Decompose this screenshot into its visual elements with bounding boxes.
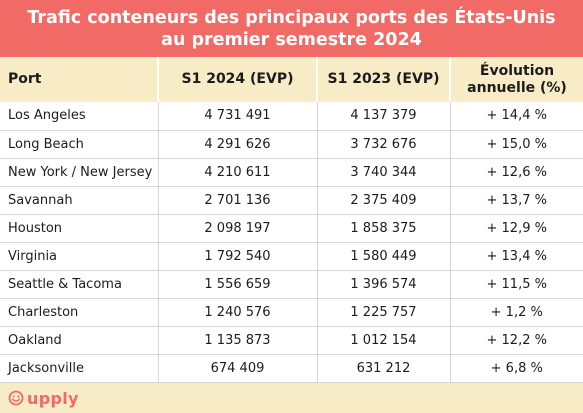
cell-port: Virginia bbox=[0, 242, 159, 271]
header-s1-2023: S1 2023 (EVP) bbox=[317, 57, 451, 102]
title-line-1: Trafic conteneurs des principaux ports d… bbox=[27, 7, 556, 28]
table-row: Virginia 1 792 540 1 580 449 + 13,4 % bbox=[0, 242, 583, 271]
cell-s1-2024: 1 240 576 bbox=[158, 298, 318, 327]
table-row: Los Angeles 4 731 491 4 137 379 + 14,4 % bbox=[0, 102, 583, 131]
cell-evolution: + 1,2 % bbox=[450, 298, 583, 327]
table-row: Jacksonville 674 409 631 212 + 6,8 % bbox=[0, 354, 583, 383]
cell-evolution: + 12,9 % bbox=[450, 214, 583, 243]
cell-s1-2024: 4 210 611 bbox=[158, 158, 318, 187]
cell-s1-2024: 1 556 659 bbox=[158, 270, 318, 299]
table-header-row: Port S1 2024 (EVP) S1 2023 (EVP) Évoluti… bbox=[0, 57, 583, 102]
cell-s1-2023: 1 396 574 bbox=[317, 270, 451, 299]
header-evolution-line-2: annuelle (%) bbox=[467, 79, 567, 96]
cell-port: Long Beach bbox=[0, 130, 159, 159]
header-s1-2024: S1 2024 (EVP) bbox=[158, 57, 318, 102]
table-row: Seattle & Tacoma 1 556 659 1 396 574 + 1… bbox=[0, 270, 583, 299]
cell-port: Jacksonville bbox=[0, 354, 159, 383]
cell-s1-2023: 3 732 676 bbox=[317, 130, 451, 159]
table-row: Charleston 1 240 576 1 225 757 + 1,2 % bbox=[0, 298, 583, 327]
cell-s1-2024: 2 701 136 bbox=[158, 186, 318, 215]
brand-name: upply bbox=[27, 388, 79, 408]
cell-evolution: + 13,4 % bbox=[450, 242, 583, 271]
header-evolution: Évolution annuelle (%) bbox=[450, 57, 583, 102]
upply-logo-icon bbox=[8, 390, 24, 406]
footer-bar: upply bbox=[0, 383, 583, 413]
cell-s1-2023: 631 212 bbox=[317, 354, 451, 383]
table-row: Oakland 1 135 873 1 012 154 + 12,2 % bbox=[0, 326, 583, 355]
cell-s1-2023: 1 858 375 bbox=[317, 214, 451, 243]
cell-s1-2024: 4 291 626 bbox=[158, 130, 318, 159]
cell-evolution: + 11,5 % bbox=[450, 270, 583, 299]
cell-s1-2023: 3 740 344 bbox=[317, 158, 451, 187]
cell-s1-2023: 2 375 409 bbox=[317, 186, 451, 215]
title-line-2: au premier semestre 2024 bbox=[161, 29, 422, 50]
cell-s1-2024: 4 731 491 bbox=[158, 102, 318, 131]
ports-table: Port S1 2024 (EVP) S1 2023 (EVP) Évoluti… bbox=[0, 57, 583, 383]
cell-evolution: + 12,2 % bbox=[450, 326, 583, 355]
cell-evolution: + 6,8 % bbox=[450, 354, 583, 383]
cell-port: New York / New Jersey bbox=[0, 158, 159, 187]
cell-port: Oakland bbox=[0, 326, 159, 355]
cell-s1-2023: 1 012 154 bbox=[317, 326, 451, 355]
cell-evolution: + 12,6 % bbox=[450, 158, 583, 187]
brand-logo: upply bbox=[8, 389, 79, 408]
cell-s1-2023: 1 580 449 bbox=[317, 242, 451, 271]
cell-port: Savannah bbox=[0, 186, 159, 215]
table-row: Long Beach 4 291 626 3 732 676 + 15,0 % bbox=[0, 130, 583, 159]
cell-s1-2024: 1 135 873 bbox=[158, 326, 318, 355]
cell-evolution: + 15,0 % bbox=[450, 130, 583, 159]
cell-port: Houston bbox=[0, 214, 159, 243]
table-row: Savannah 2 701 136 2 375 409 + 13,7 % bbox=[0, 186, 583, 215]
table-row: Houston 2 098 197 1 858 375 + 12,9 % bbox=[0, 214, 583, 243]
header-port: Port bbox=[0, 57, 159, 102]
cell-port: Seattle & Tacoma bbox=[0, 270, 159, 299]
cell-s1-2024: 1 792 540 bbox=[158, 242, 318, 271]
table-row: New York / New Jersey 4 210 611 3 740 34… bbox=[0, 158, 583, 187]
header-evolution-line-1: Évolution bbox=[479, 62, 555, 79]
title-banner: Trafic conteneurs des principaux ports d… bbox=[0, 0, 583, 57]
cell-evolution: + 13,7 % bbox=[450, 186, 583, 215]
cell-s1-2024: 674 409 bbox=[158, 354, 318, 383]
cell-s1-2023: 4 137 379 bbox=[317, 102, 451, 131]
cell-port: Los Angeles bbox=[0, 102, 159, 131]
cell-evolution: + 14,4 % bbox=[450, 102, 583, 131]
cell-s1-2024: 2 098 197 bbox=[158, 214, 318, 243]
cell-port: Charleston bbox=[0, 298, 159, 327]
cell-s1-2023: 1 225 757 bbox=[317, 298, 451, 327]
